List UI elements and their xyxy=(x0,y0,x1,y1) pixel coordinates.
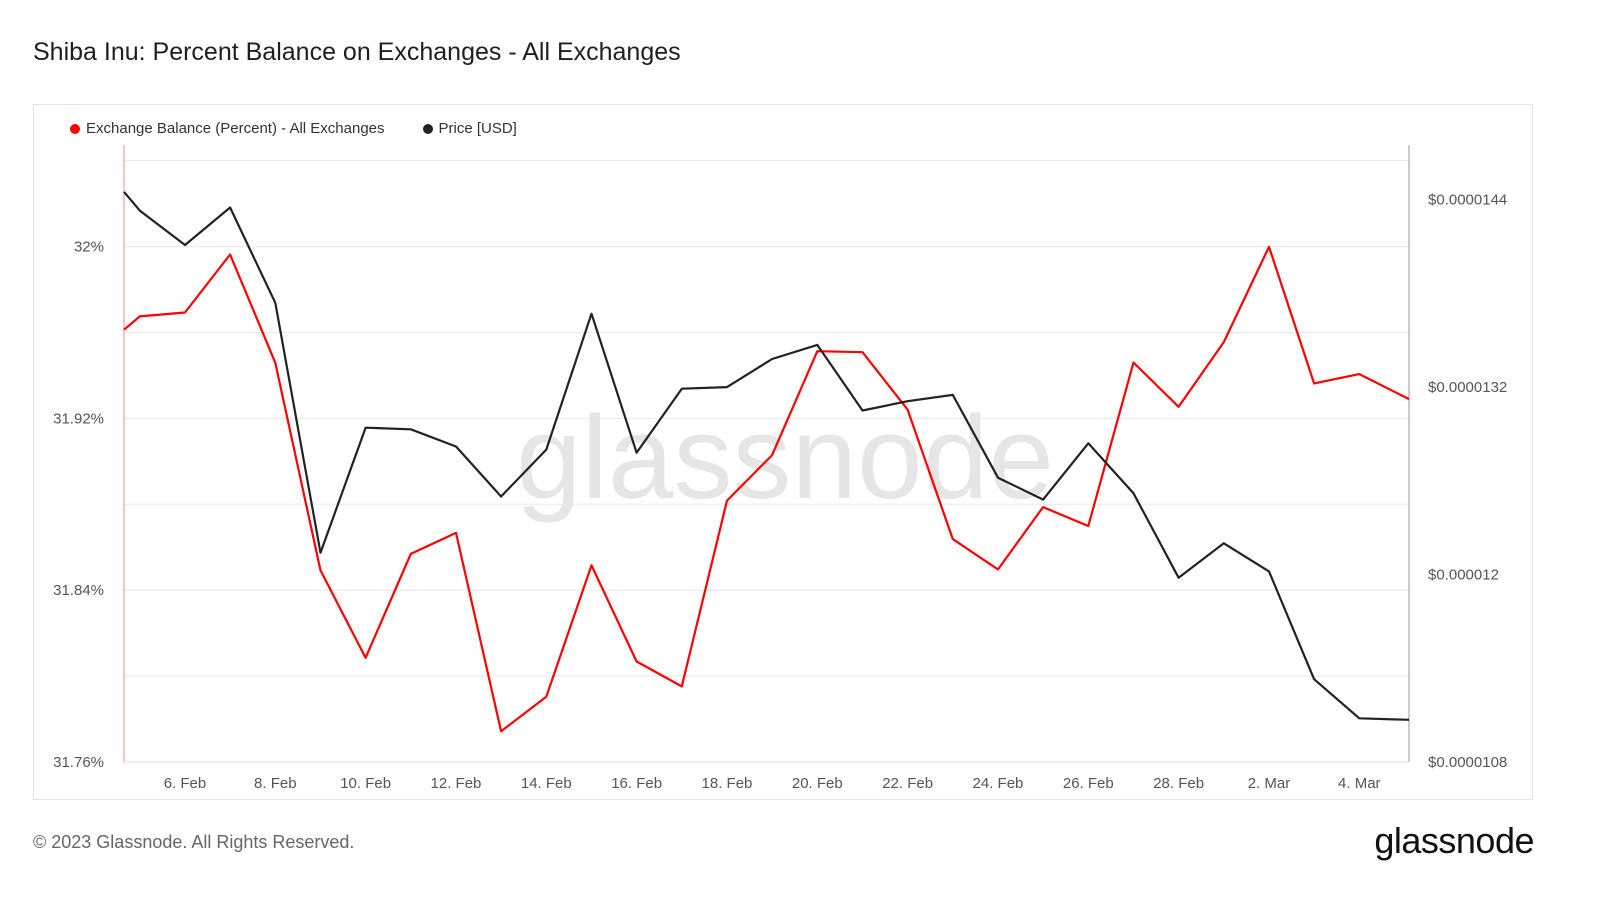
copyright-text: © 2023 Glassnode. All Rights Reserved. xyxy=(33,832,355,852)
y-axis-right-ticks: $0.0000144 $0.0000132 $0.000012 $0.0000108 xyxy=(1428,192,1507,771)
x-tick-label: 22. Feb xyxy=(882,775,933,792)
price-line xyxy=(123,191,1410,721)
chart-frame xyxy=(33,104,1533,800)
legend-label-exchange-balance: Exchange Balance (Percent) - All Exchang… xyxy=(86,120,385,137)
y-right-tick-label: $0.0000108 xyxy=(1428,754,1507,771)
x-tick-label: 2. Mar xyxy=(1248,775,1291,792)
series-lines xyxy=(123,191,1410,733)
x-tick-label: 4. Mar xyxy=(1338,775,1381,792)
y-left-tick-label: 31.92% xyxy=(53,410,104,427)
x-tick-label: 10. Feb xyxy=(340,775,391,792)
legend-item-exchange-balance[interactable]: Exchange Balance (Percent) - All Exchang… xyxy=(70,120,385,137)
x-tick-label: 18. Feb xyxy=(702,775,753,792)
x-tick-label: 16. Feb xyxy=(611,775,662,792)
x-tick-label: 26. Feb xyxy=(1063,775,1114,792)
legend-label-price: Price [USD] xyxy=(438,120,517,137)
y-right-tick-label: $0.000012 xyxy=(1428,567,1499,584)
axes xyxy=(123,145,1410,763)
x-tick-label: 12. Feb xyxy=(431,775,482,792)
gridlines xyxy=(124,160,1409,677)
y-right-tick-label: $0.0000132 xyxy=(1428,379,1507,396)
y-right-tick-label: $0.0000144 xyxy=(1428,192,1507,209)
x-tick-label: 14. Feb xyxy=(521,775,572,792)
y-left-tick-label: 31.76% xyxy=(53,754,104,771)
y-left-tick-label: 32% xyxy=(74,239,104,256)
glassnode-logo[interactable]: glassnode xyxy=(1374,820,1534,861)
chart-title: Shiba Inu: Percent Balance on Exchanges … xyxy=(33,38,681,66)
x-tick-label: 24. Feb xyxy=(973,775,1024,792)
y-axis-left-ticks: 32% 31.92% 31.84% 31.76% xyxy=(53,239,104,771)
chart-legend: Exchange Balance (Percent) - All Exchang… xyxy=(70,120,517,137)
x-tick-label: 6. Feb xyxy=(164,775,207,792)
x-axis-ticks: 6. Feb 8. Feb 10. Feb 12. Feb 14. Feb 16. Feb… xyxy=(164,775,1381,792)
exchange-balance-line xyxy=(123,245,1410,733)
x-tick-label: 8. Feb xyxy=(254,775,297,792)
legend-dot-red xyxy=(70,123,80,134)
y-left-tick-label: 31.84% xyxy=(53,582,104,599)
x-tick-label: 28. Feb xyxy=(1153,775,1204,792)
x-tick-label: 20. Feb xyxy=(792,775,843,792)
legend-dot-black xyxy=(422,123,433,134)
legend-item-price[interactable]: Price [USD] xyxy=(422,120,517,137)
